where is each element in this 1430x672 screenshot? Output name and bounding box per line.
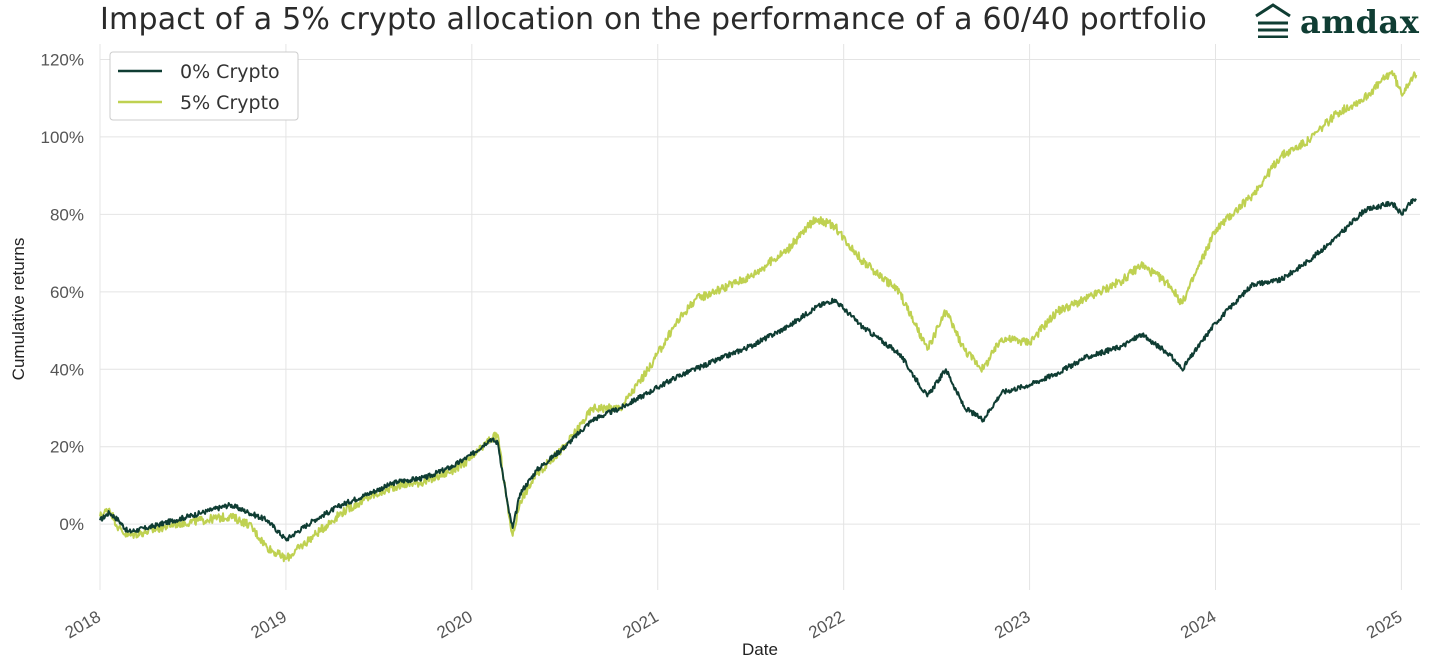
x-tick-label: 2022 [805,607,847,642]
x-axis-label: Date [742,640,778,659]
y-tick-label: 100% [41,128,84,147]
y-tick-label: 120% [41,50,84,69]
y-tick-label: 60% [50,283,84,302]
series-line-0 [99,198,1417,542]
x-tick-label: 2018 [62,607,104,642]
grid [99,44,1420,590]
chart-title: Impact of a 5% crypto allocation on the … [100,2,1207,37]
y-axis: 0% 20% 40% 60% 80% 100% 120% [41,50,84,534]
y-tick-label: 80% [50,205,84,224]
x-tick-label: 2023 [991,607,1033,642]
x-tick-label: 2020 [434,607,476,642]
x-tick-label: 2019 [248,607,290,642]
legend-label: 0% Crypto [180,61,280,83]
y-tick-label: 0% [59,515,84,534]
x-axis: 2018 2019 2020 2021 2022 2023 2024 2025 [62,607,1406,642]
series-lines [99,70,1418,563]
brand-logo: amdax [1254,2,1419,42]
logo-text: amdax [1300,3,1420,41]
x-tick-label: 2021 [619,607,661,642]
stacked-roof-icon [1254,2,1292,42]
legend-label: 5% Crypto [180,92,280,114]
series-line-1 [99,70,1418,563]
y-axis-label: Cumulative returns [9,238,28,381]
y-tick-label: 20% [50,438,84,457]
legend: 0% Crypto 5% Crypto [109,51,299,121]
x-tick-label: 2025 [1363,607,1405,642]
x-tick-label: 2024 [1177,607,1219,642]
y-tick-label: 40% [50,360,84,379]
